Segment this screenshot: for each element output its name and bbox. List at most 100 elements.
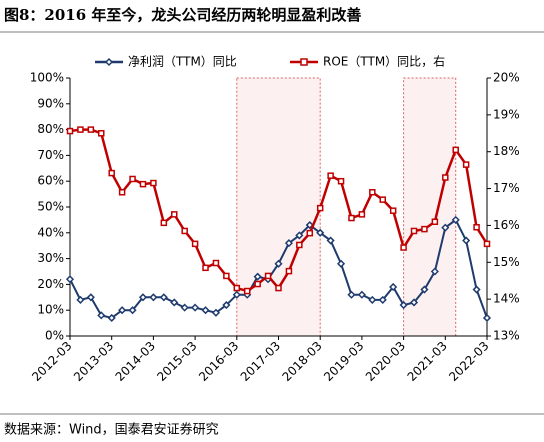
point <box>201 306 210 315</box>
x-tick-label: 2016-03 <box>196 339 241 384</box>
point <box>264 272 272 280</box>
y-tick-label: 90% <box>37 96 64 110</box>
x-tick-label: 2012-03 <box>29 339 74 384</box>
point <box>347 290 356 299</box>
point <box>420 285 429 294</box>
point <box>253 272 262 281</box>
point <box>232 290 241 299</box>
x-tick-label: 2014-03 <box>113 339 158 384</box>
point <box>98 130 105 137</box>
point <box>86 293 95 302</box>
point <box>399 300 408 310</box>
point <box>212 259 220 267</box>
point <box>118 189 126 196</box>
point <box>285 267 293 275</box>
point <box>118 306 127 315</box>
point <box>462 236 471 245</box>
point <box>107 313 116 323</box>
source-note: 数据来源：Wind，国泰君安证券研究 <box>4 422 219 438</box>
point <box>149 293 158 302</box>
point <box>410 227 418 235</box>
x-tick-label: 2021-03 <box>405 339 450 384</box>
y2-tick-label: 19% <box>493 107 520 121</box>
point <box>76 295 85 304</box>
y-tick-label: 30% <box>37 251 64 265</box>
y-tick-label: 10% <box>37 303 64 317</box>
point <box>284 239 293 248</box>
point <box>77 126 84 133</box>
point <box>274 259 283 268</box>
point <box>65 275 75 284</box>
point <box>369 189 376 196</box>
point <box>316 204 324 212</box>
point <box>159 293 168 302</box>
x-tick-label: 2022-03 <box>446 339 491 384</box>
point <box>483 240 491 248</box>
point <box>139 180 147 188</box>
point <box>181 227 188 235</box>
point <box>336 259 346 268</box>
point <box>211 308 221 317</box>
y2-tick-label: 17% <box>493 181 520 195</box>
y2-tick-label: 20% <box>493 71 520 85</box>
y-tick-label: 40% <box>37 225 64 239</box>
point <box>441 223 450 232</box>
point <box>348 214 355 222</box>
point <box>326 236 335 245</box>
point <box>452 146 459 154</box>
point <box>191 240 199 248</box>
point <box>202 264 209 272</box>
y2-tick-label: 15% <box>493 255 520 269</box>
legend-marker <box>104 57 114 67</box>
legend-label: ROE（TTM）同比，右 <box>323 54 445 69</box>
point <box>170 298 179 307</box>
point <box>409 298 419 307</box>
point <box>243 287 251 295</box>
point <box>327 172 334 179</box>
chart-title: 图8：2016 年至今，龙头公司经历两轮明显盈利改善 <box>4 6 361 24</box>
shaded-periods <box>236 77 457 337</box>
point <box>138 293 148 302</box>
x-tick-label: 2013-03 <box>71 339 116 384</box>
y-tick-label: 70% <box>37 148 64 162</box>
y-tick-label: 50% <box>37 200 64 214</box>
point <box>223 272 230 280</box>
point <box>378 295 387 304</box>
point <box>482 313 492 323</box>
point <box>472 285 481 294</box>
shaded-period <box>236 77 321 337</box>
point <box>180 303 189 312</box>
point <box>97 311 106 320</box>
point <box>150 179 157 187</box>
point <box>357 290 366 299</box>
point <box>233 284 241 292</box>
y2-tick-label: 16% <box>493 218 520 232</box>
point <box>108 169 115 177</box>
y-tick-label: 20% <box>37 277 64 291</box>
point <box>128 306 137 315</box>
point <box>389 207 397 214</box>
x-tick-label: 2015-03 <box>154 339 199 384</box>
point <box>442 174 449 181</box>
point <box>275 284 282 292</box>
point <box>358 211 366 218</box>
x-tick-label: 2020-03 <box>363 339 408 384</box>
legend-marker <box>300 58 308 66</box>
y-tick-label: 0% <box>45 329 64 343</box>
shaded-period <box>403 77 457 337</box>
point <box>306 229 314 237</box>
point <box>379 196 386 203</box>
y2-tick-label: 18% <box>493 144 520 158</box>
x-tick-label: 2019-03 <box>321 339 366 384</box>
point <box>337 177 345 185</box>
point <box>389 282 398 292</box>
point <box>87 126 95 133</box>
point <box>421 225 428 233</box>
point <box>368 295 377 304</box>
point <box>462 161 470 168</box>
point <box>400 244 407 251</box>
y2-tick-label: 14% <box>493 292 520 306</box>
y2-tick-label: 13% <box>493 329 520 343</box>
point <box>473 224 480 231</box>
